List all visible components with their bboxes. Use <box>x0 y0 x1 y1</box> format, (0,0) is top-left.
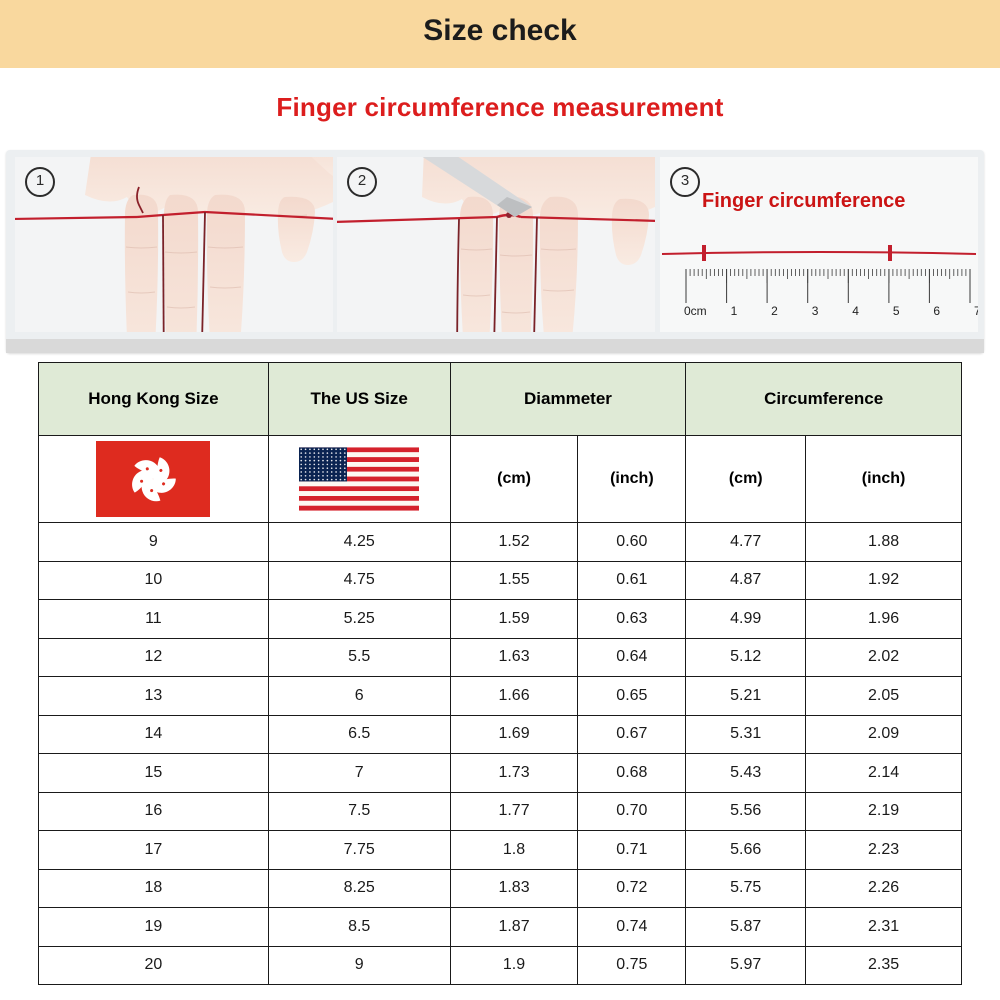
svg-text:0cm: 0cm <box>684 304 707 318</box>
svg-text:1: 1 <box>731 304 738 318</box>
svg-text:7: 7 <box>974 304 978 318</box>
svg-text:2: 2 <box>771 304 778 318</box>
svg-text:3: 3 <box>812 304 819 318</box>
svg-text:6: 6 <box>933 304 940 318</box>
svg-text:4: 4 <box>852 304 859 318</box>
svg-text:5: 5 <box>893 304 900 318</box>
